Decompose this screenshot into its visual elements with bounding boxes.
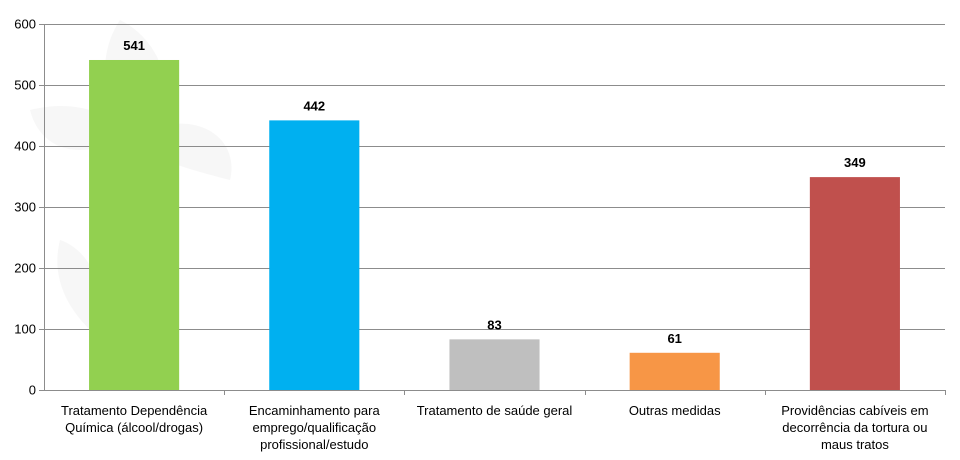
category-label-2: Encaminhamento para emprego/qualificação p… [249, 403, 381, 452]
y-tick-label-100: 100 [14, 322, 36, 337]
category-label-line: decorrência da tortura ou [782, 420, 927, 435]
bar-1 [89, 59, 180, 391]
y-axis-tick-labels: 0 100 200 300 400 500 600 [14, 17, 36, 398]
category-label-5: Providências cabíveis em decorrência da t… [781, 403, 928, 452]
y-tick-label-400: 400 [14, 139, 36, 154]
category-label-3: Tratamento de saúde geral [417, 403, 573, 418]
data-label-4: 61 [667, 331, 681, 346]
category-label-line: Tratamento Dependência [61, 403, 208, 418]
y-tick-label-300: 300 [14, 200, 36, 215]
category-label-line: Providências cabíveis em [781, 403, 928, 418]
category-label-4: Outras medidas [629, 403, 721, 418]
y-tick-label-200: 200 [14, 261, 36, 276]
category-label-line: Encaminhamento para [249, 403, 381, 418]
category-label-line: Química (álcool/drogas) [65, 420, 203, 435]
y-tick-label-600: 600 [14, 17, 36, 32]
bar-3 [449, 339, 540, 390]
category-label-line: emprego/qualificação [253, 420, 377, 435]
axes [39, 24, 946, 395]
data-label-2: 442 [303, 98, 325, 113]
bar-5 [809, 177, 900, 390]
bar-2 [269, 120, 360, 390]
category-label-line: maus tratos [821, 437, 889, 452]
category-label-line: Tratamento de saúde geral [417, 403, 573, 418]
gridlines [44, 24, 945, 330]
data-label-3: 83 [487, 317, 501, 332]
bar-4 [629, 352, 720, 390]
category-label-line: Outras medidas [629, 403, 721, 418]
category-label-line: profissional/estudo [260, 437, 368, 452]
y-tick-label-500: 500 [14, 78, 36, 93]
category-label-1: Tratamento Dependência Química (álcool/dr… [61, 403, 208, 435]
data-label-5: 349 [844, 155, 866, 170]
data-label-1: 541 [123, 38, 145, 53]
bars [89, 59, 900, 391]
y-tick-label-0: 0 [29, 383, 36, 398]
data-labels: 541 442 83 61 349 [123, 38, 866, 346]
x-axis-category-labels: Tratamento Dependência Química (álcool/dr… [61, 403, 929, 452]
